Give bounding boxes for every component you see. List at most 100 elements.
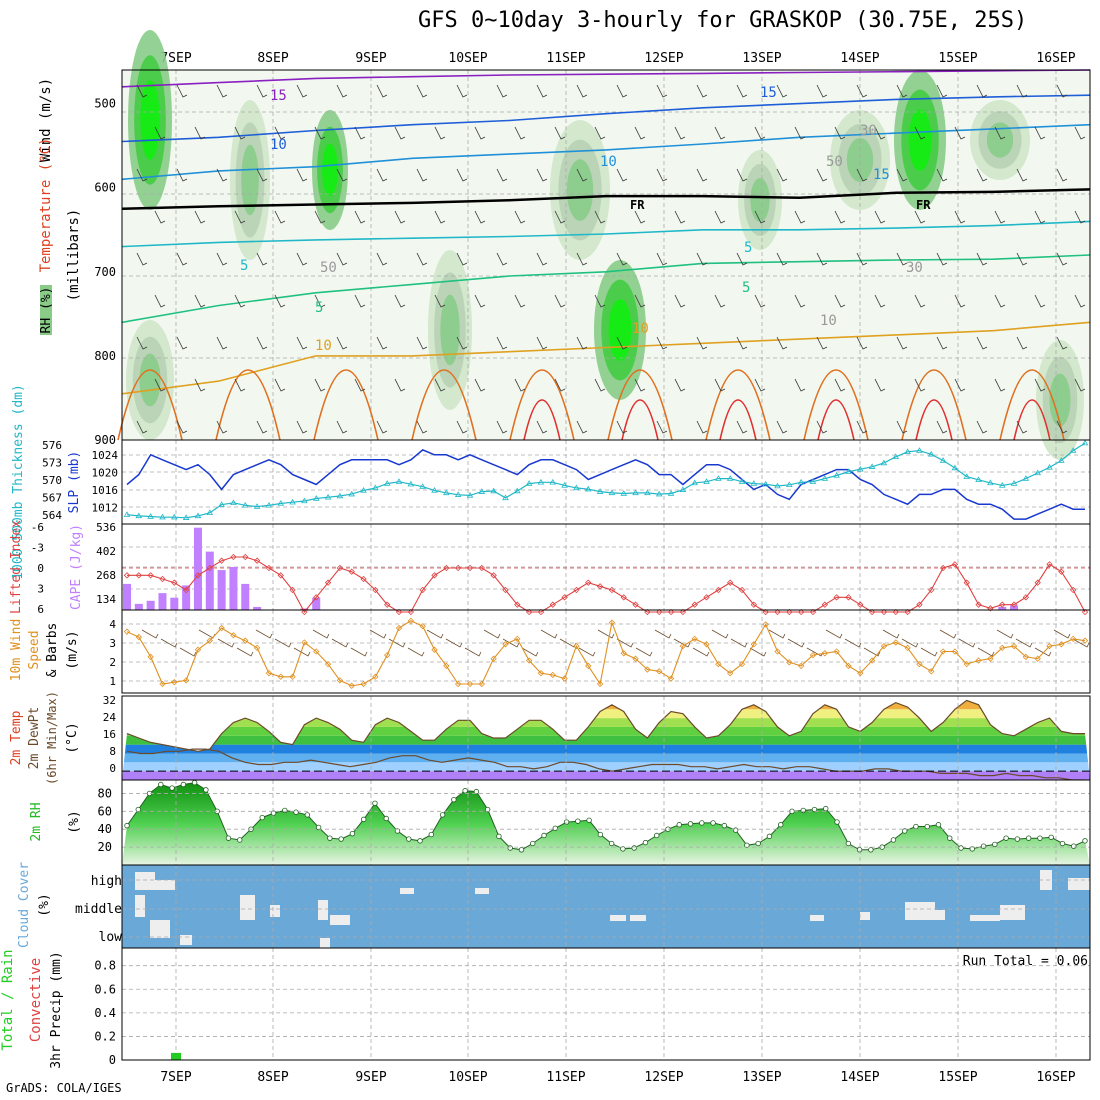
wind-speed-line-point — [360, 680, 367, 688]
wind-barb — [514, 126, 526, 140]
wind-barb — [736, 168, 748, 182]
thickness-line-point — [277, 500, 285, 506]
wind-speed-line-point — [620, 650, 627, 657]
wind-barb-10m — [407, 647, 425, 657]
thickness-line-point — [1022, 475, 1030, 481]
clear-sky-block — [150, 920, 170, 938]
wind-speed-line-point — [833, 648, 840, 655]
x-tick-label-top: 13SEP — [742, 51, 781, 66]
contour-label: 10 — [315, 338, 332, 354]
wind-barb — [376, 336, 388, 350]
wind-speed-line-point — [431, 646, 438, 653]
wind-barb — [136, 84, 148, 98]
temp-tick-label: 24 — [103, 711, 117, 724]
lifted-index-line-point — [242, 553, 249, 561]
lifted-index-line-point — [975, 601, 982, 608]
thickness-line-point — [525, 480, 533, 486]
lifted-index-line-point — [999, 601, 1006, 608]
thickness-line-point — [549, 478, 557, 485]
rh-line-point — [868, 847, 874, 853]
wind-barb — [536, 420, 548, 434]
wind-barb — [594, 378, 606, 392]
contour-label: 10 — [820, 313, 837, 329]
thickness-line-point — [218, 501, 225, 507]
x-tick-label-bottom: 8SEP — [257, 1070, 288, 1085]
lifted-index-line-point — [821, 601, 828, 608]
thickness-line-point — [194, 512, 202, 519]
thickness-line-point — [951, 464, 959, 471]
thickness-line-point — [1010, 480, 1018, 486]
lifted-index-line-point — [904, 608, 911, 616]
lifted-index-line-point — [395, 608, 403, 616]
thickness-line-point — [939, 457, 947, 463]
rh-line-point — [901, 828, 908, 834]
precip-axis-label: 3hr Precip (mm) — [49, 951, 64, 1068]
slp-tick-label: 1020 — [92, 467, 119, 480]
wind-barb — [816, 252, 828, 266]
thickness-line-point — [987, 479, 994, 486]
temp-axis-label: (°C) — [65, 722, 80, 753]
clear-sky-block — [810, 915, 824, 921]
wind-barb — [794, 378, 806, 392]
rh-tick-label: 80 — [98, 786, 112, 800]
clear-sky-block — [1068, 878, 1090, 890]
wind-axis-label: (m/s) — [65, 630, 80, 669]
x-tick-label-top: 16SEP — [1036, 51, 1075, 66]
rh-axis-label: (%) — [67, 810, 82, 833]
contour-label: 15 — [270, 88, 287, 104]
rh-axis-label: 2m RH — [29, 802, 44, 841]
wind-barb — [336, 84, 348, 98]
wind-barb — [834, 126, 846, 140]
wind-barb — [154, 126, 166, 140]
rh-line-point — [1082, 838, 1088, 844]
wind-barb — [816, 336, 828, 350]
wind-speed-line-point — [987, 655, 994, 662]
thickness-line-point — [513, 487, 521, 494]
wind-speed-line-point — [667, 675, 675, 682]
x-tick-label-bottom: 12SEP — [644, 1070, 683, 1085]
wind-speed-line-point — [1046, 642, 1053, 650]
wind-barb — [816, 420, 828, 434]
wind-barb — [194, 294, 206, 308]
cape-bar — [312, 597, 321, 610]
temperature-contour--5 — [121, 123, 1091, 181]
wind-speed-line-point — [656, 668, 663, 675]
contour-label: 15 — [873, 167, 890, 183]
wind-barb — [594, 294, 606, 308]
rh-shading — [139, 353, 161, 407]
wind-speed-line-point — [1022, 653, 1030, 661]
rh-line-point — [834, 819, 840, 825]
li-tick-label: -3 — [31, 542, 44, 555]
lifted-index-line-point — [667, 608, 675, 616]
lifted-index-line-point — [727, 579, 734, 586]
cape-bar — [146, 600, 155, 610]
wind-barb-10m — [768, 629, 786, 639]
lifted-index-line-point — [289, 586, 296, 594]
thickness-line-point — [892, 453, 900, 459]
rh-line-point — [992, 841, 998, 848]
clear-sky-block — [180, 935, 192, 945]
wind-barb — [576, 252, 588, 266]
wind-barb — [776, 420, 788, 434]
cape-tick-label: 134 — [96, 593, 116, 606]
wind-barb — [656, 420, 668, 434]
wind-barb-10m — [160, 638, 178, 648]
cape-axis-label: CAPE (J/kg) — [69, 524, 84, 610]
wind-barb — [274, 126, 286, 140]
lifted-index-line-point — [951, 561, 959, 568]
wind-speed-line-point — [135, 633, 142, 641]
wind-speed-line-point — [443, 662, 450, 670]
thickness-line-point — [561, 482, 568, 488]
thickness-line-point — [395, 478, 403, 484]
thickness-axis-label: 1000-500mb Thickness (dm) — [11, 384, 26, 580]
wind-barb-10m — [654, 629, 672, 639]
wind-speed-line-point — [703, 641, 710, 648]
chart-title: GFS 0~10day 3-hourly for GRASKOP (30.75E… — [418, 8, 1028, 33]
thickness-line-point — [762, 480, 769, 487]
wind-speed-line-point — [454, 680, 462, 688]
wind-barb-10m — [692, 647, 710, 657]
wind-barb — [816, 168, 828, 182]
lifted-index-line-point — [253, 557, 261, 564]
wind-barb-10m — [578, 647, 596, 657]
rh-line-point — [439, 812, 446, 818]
